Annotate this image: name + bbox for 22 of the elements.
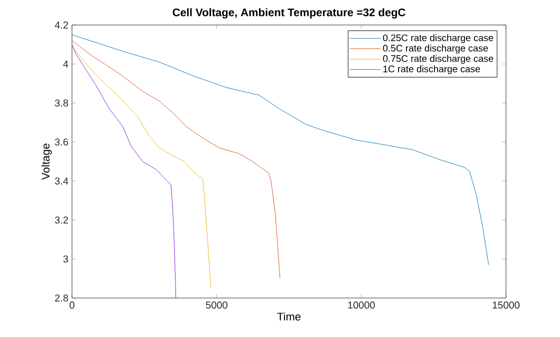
chart-title: Cell Voltage, Ambient Temperature =32 degC bbox=[172, 8, 406, 18]
legend-label: 1C rate discharge case bbox=[383, 65, 480, 74]
x-tick-label: 0 bbox=[70, 302, 74, 309]
y-tick-label: 2.8 bbox=[55, 294, 68, 302]
y-tick-label: 3.8 bbox=[54, 99, 68, 107]
y-tick-label: 3 bbox=[63, 255, 68, 263]
legend-label: 0.75C rate discharge case bbox=[383, 54, 494, 64]
line-series bbox=[72, 44, 176, 298]
x-tick-label: 5000 bbox=[206, 302, 228, 309]
y-axis-title: Voltage bbox=[41, 144, 52, 180]
legend-label: 0.5C rate discharge case bbox=[383, 44, 488, 54]
y-tick-label: 4 bbox=[63, 60, 68, 68]
x-tick-label: 10000 bbox=[348, 302, 375, 309]
y-tick-label: 3.6 bbox=[54, 138, 68, 146]
x-tick-label: 15000 bbox=[492, 302, 520, 309]
y-tick-label: 3.2 bbox=[54, 216, 68, 224]
y-tick-label: 4.2 bbox=[54, 22, 68, 28]
x-axis-title: Time bbox=[277, 312, 301, 321]
line-series bbox=[72, 46, 212, 288]
legend-label: 0.25C rate discharge case bbox=[383, 34, 494, 44]
line-series bbox=[72, 40, 280, 279]
y-tick-label: 3.4 bbox=[54, 177, 68, 185]
